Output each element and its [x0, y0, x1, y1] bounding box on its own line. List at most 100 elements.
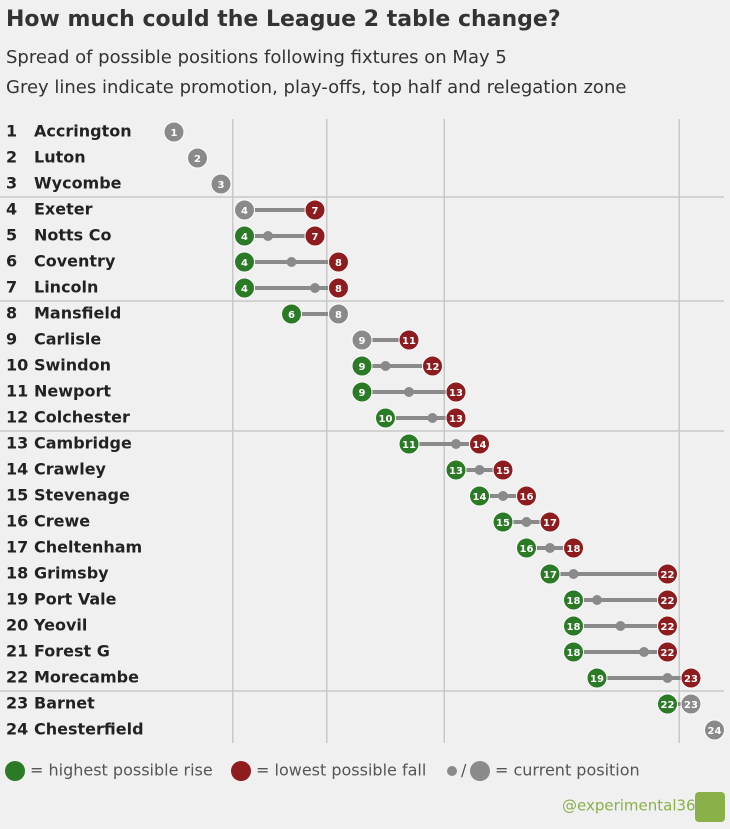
- position-label: 7: [312, 206, 319, 217]
- rank-label: 14: [6, 460, 28, 479]
- current-dot: [498, 491, 508, 501]
- position-label: 11: [402, 336, 416, 347]
- position-label: 22: [661, 596, 675, 607]
- position-label: 18: [567, 622, 581, 633]
- position-label: 10: [379, 414, 393, 425]
- position-label: 14: [473, 492, 487, 503]
- position-circle: [234, 251, 255, 273]
- legend-label: = current position: [495, 761, 640, 780]
- position-label: 22: [661, 648, 675, 659]
- position-label: 9: [359, 388, 366, 399]
- rank-label: 12: [6, 408, 28, 427]
- position-label: 23: [684, 700, 698, 711]
- position-label: 16: [520, 492, 534, 503]
- position-circle: [539, 563, 561, 585]
- current-dot: [662, 673, 673, 683]
- rank-label: 7: [6, 278, 17, 297]
- legend-swatch: [5, 761, 25, 781]
- position-label: 4: [241, 206, 248, 217]
- position-circle: [563, 641, 584, 663]
- position-circle: [492, 511, 514, 533]
- position-circle: [328, 303, 349, 325]
- position-circle: [445, 459, 467, 481]
- current-dot: [568, 569, 579, 579]
- position-circle: [657, 615, 678, 637]
- position-label: 8: [335, 284, 342, 295]
- credit-icon: [695, 792, 725, 822]
- position-label: 18: [567, 544, 581, 555]
- position-label: 16: [520, 544, 534, 555]
- team-label: Forest G: [34, 642, 110, 661]
- position-label: 9: [359, 336, 366, 347]
- current-dot: [451, 439, 461, 449]
- legend-swatch: [447, 766, 457, 776]
- position-label: 19: [590, 674, 604, 685]
- position-label: 9: [359, 362, 366, 373]
- team-label: Coventry: [34, 252, 116, 271]
- position-label: 8: [335, 258, 342, 269]
- position-circle: [492, 459, 514, 481]
- position-label: 4: [241, 284, 248, 295]
- position-label: 15: [496, 518, 510, 529]
- current-dot: [639, 647, 649, 657]
- team-label: Carlisle: [34, 330, 101, 349]
- position-label: 3: [218, 180, 225, 191]
- position-label: 4: [241, 258, 248, 269]
- position-label: 8: [335, 310, 342, 321]
- rank-label: 13: [6, 434, 28, 453]
- position-label: 6: [288, 310, 295, 321]
- position-circle: [563, 615, 584, 637]
- position-circle: [234, 225, 255, 247]
- position-circle: [304, 225, 326, 247]
- team-label: Colchester: [34, 408, 130, 427]
- position-circle: [304, 199, 326, 221]
- team-label: Lincoln: [34, 278, 98, 297]
- team-label: Swindon: [34, 356, 111, 375]
- legend-label: = highest possible rise: [30, 761, 213, 780]
- current-dot: [474, 465, 485, 475]
- legend-label: = lowest possible fall: [256, 761, 426, 780]
- position-circle: [657, 641, 678, 663]
- position-label: 22: [661, 570, 675, 581]
- rank-label: 10: [6, 356, 28, 375]
- rank-label: 16: [6, 512, 28, 531]
- position-circle: [657, 693, 678, 715]
- position-circle: [704, 719, 725, 741]
- position-label: 7: [312, 232, 319, 243]
- legend-swatch: [470, 761, 490, 781]
- rank-label: 4: [6, 200, 17, 219]
- position-circle: [351, 381, 373, 403]
- rank-label: 6: [6, 252, 17, 271]
- position-label: 23: [684, 674, 698, 685]
- current-dot: [545, 543, 555, 553]
- subtitle: Grey lines indicate promotion, play-offs…: [6, 77, 626, 98]
- current-dot: [521, 517, 532, 527]
- position-circle: [445, 407, 467, 429]
- current-dot: [310, 283, 320, 293]
- rank-label: 9: [6, 330, 17, 349]
- team-label: Crawley: [34, 460, 107, 479]
- rank-label: 19: [6, 590, 28, 609]
- team-label: Morecambe: [34, 668, 139, 687]
- position-circle: [657, 563, 678, 585]
- position-circle: [328, 277, 349, 299]
- position-circle: [351, 355, 373, 377]
- position-circle: [680, 667, 702, 689]
- current-dot: [380, 361, 391, 371]
- position-circle: [445, 381, 467, 403]
- position-label: 4: [241, 232, 248, 243]
- position-circle: [516, 485, 537, 507]
- chart-title: How much could the League 2 table change…: [6, 7, 561, 32]
- rank-label: 11: [6, 382, 28, 401]
- team-label: Exeter: [34, 200, 93, 219]
- position-circle: [375, 407, 396, 429]
- position-label: 24: [708, 726, 722, 737]
- position-circle: [563, 537, 584, 559]
- legend-swatch: [231, 761, 251, 781]
- position-label: 18: [567, 648, 581, 659]
- rank-label: 24: [6, 720, 28, 739]
- position-circle: [516, 537, 537, 559]
- position-label: 1: [171, 128, 178, 139]
- rank-label: 17: [6, 538, 28, 557]
- position-label: 13: [449, 466, 463, 477]
